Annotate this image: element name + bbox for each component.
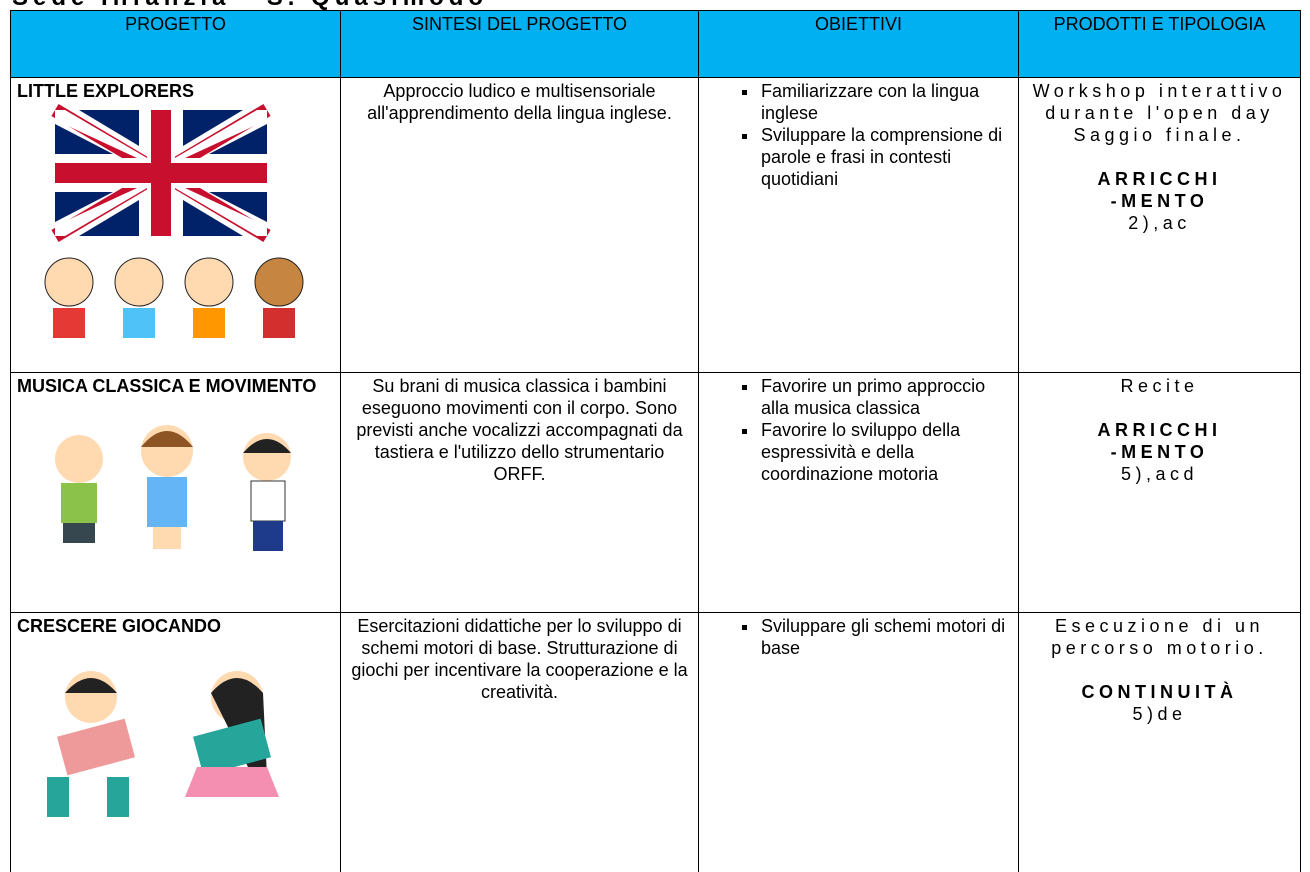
synthesis: Su brani di musica classica i bambini es… — [356, 376, 683, 484]
objective: Favorire lo sviluppo della espressività … — [759, 419, 1012, 485]
objective: Familiarizzare con la lingua inglese — [759, 80, 1012, 124]
objectives-list: Familiarizzare con la lingua inglese Svi… — [705, 80, 1012, 190]
objective: Sviluppare gli schemi motori di base — [759, 615, 1012, 659]
objectives-cell: Familiarizzare con la lingua inglese Svi… — [698, 77, 1019, 373]
category: ARRICCHI — [1097, 420, 1222, 440]
product: Recite — [1120, 376, 1199, 396]
category: ARRICCHI — [1097, 169, 1222, 189]
synthesis: Esercitazioni didattiche per lo sviluppo… — [351, 616, 688, 702]
code: 2),ac — [1128, 213, 1191, 233]
objectives-cell: Favorire un primo approccio alla musica … — [698, 372, 1019, 613]
code: 5),acd — [1120, 464, 1199, 484]
objective: Sviluppare la comprensione di parole e f… — [759, 124, 1012, 190]
synthesis: Approccio ludico e multisensoriale all'a… — [367, 81, 672, 123]
code: 5)de — [1132, 704, 1187, 724]
objective: Favorire un primo approccio alla musica … — [759, 375, 1012, 419]
product: Workshop interattivo durante l'open day — [1032, 81, 1287, 123]
products-cell: Recite ARRICCHI -MENTO 5),acd — [1018, 372, 1301, 613]
project-image — [47, 671, 279, 817]
category: -MENTO — [1110, 191, 1209, 211]
project-image — [44, 103, 304, 338]
project-name: MUSICA CLASSICA E MOVIMENTO — [17, 376, 317, 396]
header-cell: OBIETTIVI — [698, 10, 1019, 78]
project-name: LITTLE EXPLORERS — [17, 81, 195, 101]
objectives-list: Favorire un primo approccio alla musica … — [705, 375, 1012, 485]
project-image — [55, 425, 291, 551]
header-cell: PRODOTTI E TIPOLOGIA — [1018, 10, 1301, 78]
projects-table: PROGETTO SINTESI DEL PROGETTO OBIETTIVI … — [10, 10, 1301, 872]
table-row: LITTLE EXPLORERS Approccio ludico e mult… — [10, 77, 1301, 373]
project-cell: LITTLE EXPLORERS — [10, 77, 341, 373]
header-row: PROGETTO SINTESI DEL PROGETTO OBIETTIVI … — [10, 10, 1301, 78]
project-name: CRESCERE GIOCANDO — [17, 616, 222, 636]
products-cell: Esecuzione di un percorso motorio. CONTI… — [1018, 612, 1301, 872]
category: -MENTO — [1110, 442, 1209, 462]
objectives-list: Sviluppare gli schemi motori di base — [705, 615, 1012, 659]
project-cell: CRESCERE GIOCANDO — [10, 612, 341, 872]
objectives-cell: Sviluppare gli schemi motori di base — [698, 612, 1019, 872]
table-row: MUSICA CLASSICA E MOVIMENTO Su brani di … — [10, 372, 1301, 613]
header-cell: PROGETTO — [10, 10, 341, 78]
synthesis-cell: Approccio ludico e multisensoriale all'a… — [340, 77, 699, 373]
category: CONTINUITÀ — [1081, 682, 1238, 702]
page-title: Sede Infanzia - S. Quasimodo — [12, 0, 488, 10]
header-cell: SINTESI DEL PROGETTO — [340, 10, 699, 78]
product: Esecuzione di un percorso motorio. — [1051, 616, 1268, 658]
synthesis-cell: Esercitazioni didattiche per lo sviluppo… — [340, 612, 699, 872]
product: Saggio finale. — [1073, 125, 1246, 145]
project-cell: MUSICA CLASSICA E MOVIMENTO — [10, 372, 341, 613]
products-cell: Workshop interattivo durante l'open day … — [1018, 77, 1301, 373]
table-row: CRESCERE GIOCANDO Esercitazioni didattic… — [10, 612, 1301, 872]
synthesis-cell: Su brani di musica classica i bambini es… — [340, 372, 699, 613]
